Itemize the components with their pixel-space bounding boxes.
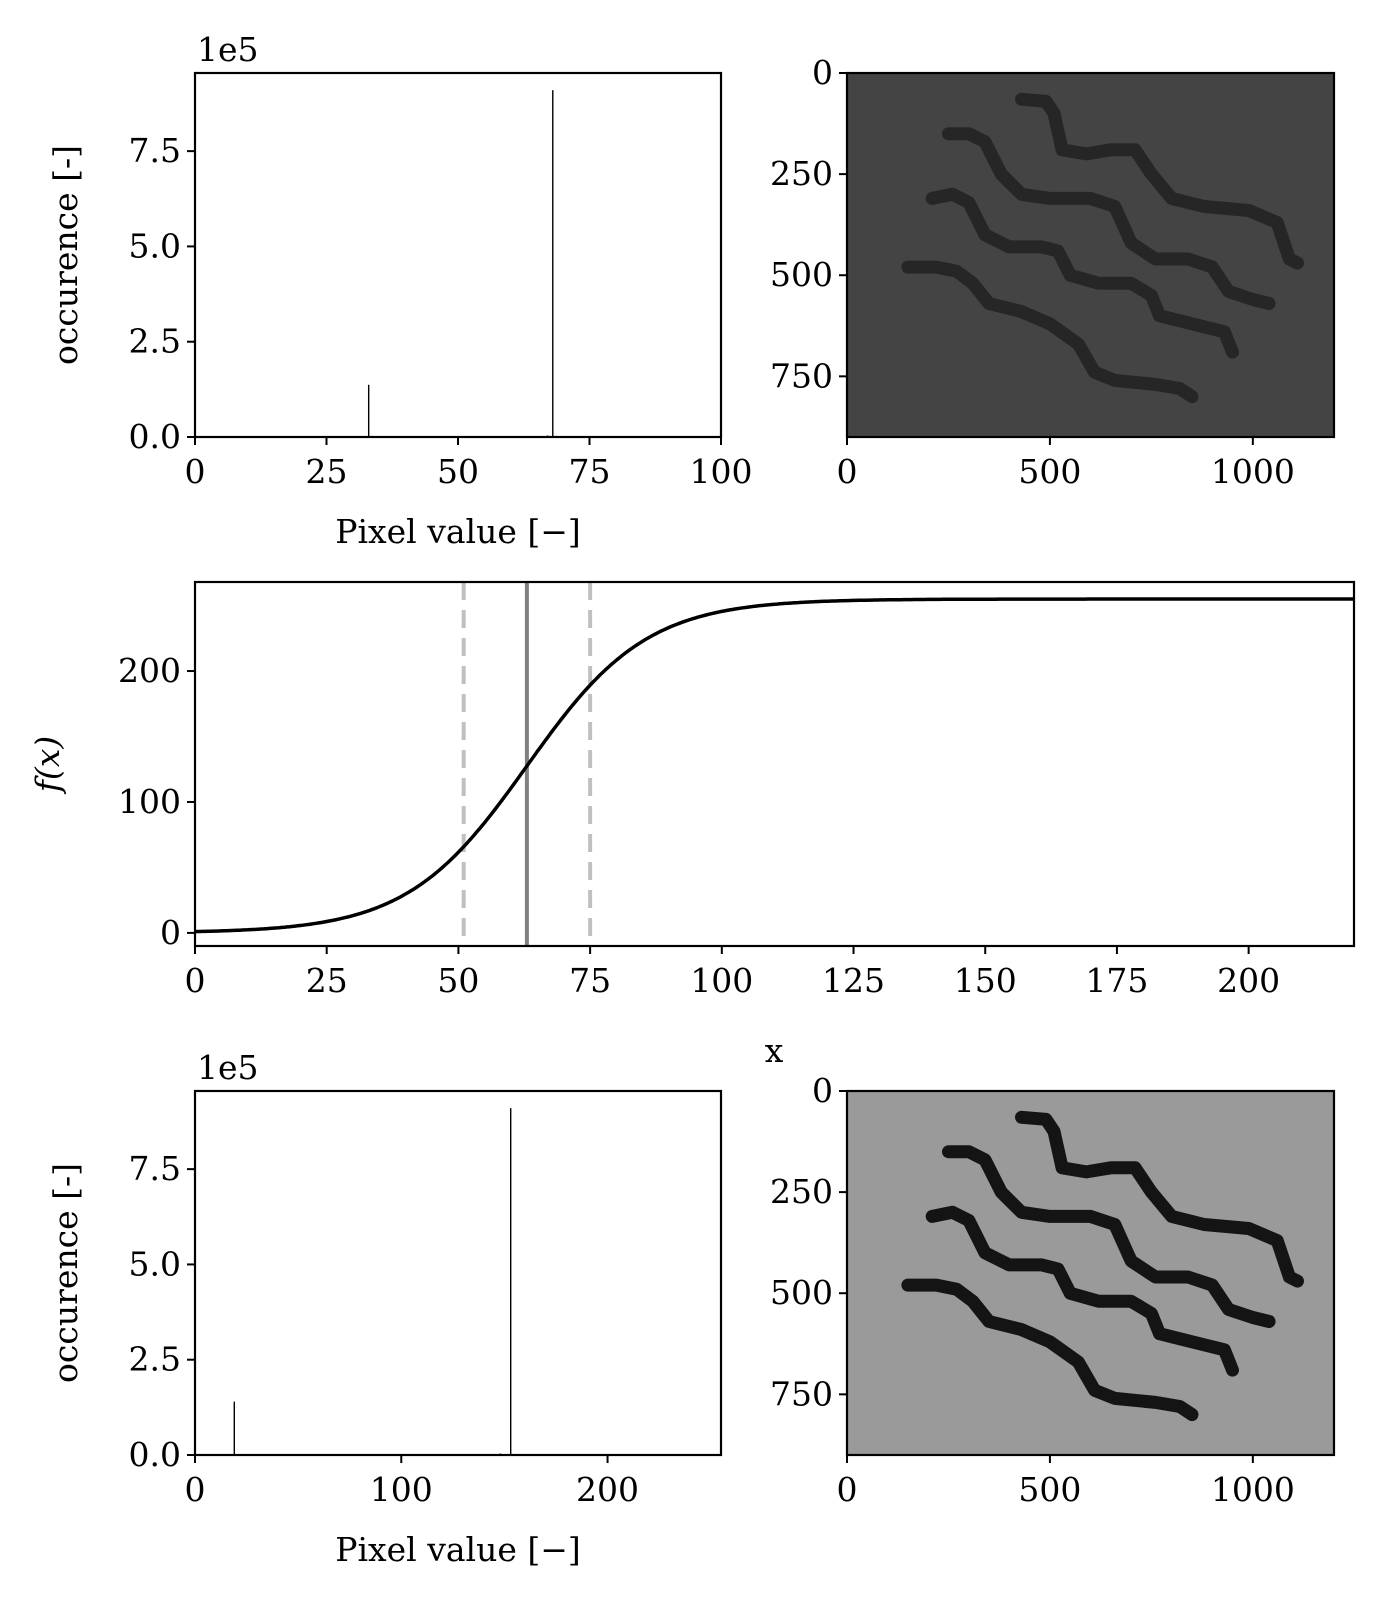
x-axis-label: Pixel value [−] [335, 512, 581, 551]
image-stroke [925, 1205, 1239, 1377]
y-tick-label: 0 [812, 1071, 833, 1110]
image-stroke [901, 1278, 1199, 1422]
x-tick-label: 0 [837, 1470, 858, 1509]
x-tick-label: 75 [569, 961, 611, 1000]
x-tick-label: 100 [690, 961, 753, 1000]
axes-frame [193, 1089, 723, 1457]
sigmoid-panel: 0 25 50 75 100 125 150 175 200 0 100 200 x f(x) [28, 580, 1356, 1070]
hist-bottom-panel: 0 100 200 0.0 2.5 5.0 7.5 1e5 Pixel value [−] occ… [46, 1048, 723, 1569]
x-tick-label: 1000 [1211, 1470, 1295, 1509]
y-tick-label: 250 [770, 1172, 833, 1211]
y-axis-label: occurence [-] [46, 145, 85, 365]
x-tick-label: 0 [185, 961, 206, 1000]
image-background [847, 73, 1334, 437]
x-tick-label: 0 [837, 452, 858, 491]
y-tick-label: 0 [160, 913, 181, 952]
image-stroke [925, 187, 1239, 359]
x-tick-label: 50 [437, 961, 479, 1000]
x-tick-label: 150 [954, 961, 1017, 1000]
x-tick-label: 25 [306, 961, 348, 1000]
x-tick-label: 75 [569, 452, 611, 491]
y-multiplier: 1e5 [197, 1048, 259, 1087]
x-axis-label: x [765, 1031, 784, 1070]
histogram-bar [233, 1401, 235, 1455]
y-tick-label: 100 [118, 782, 181, 821]
y-tick-label: 250 [770, 154, 833, 193]
x-tick-label: 100 [370, 1470, 433, 1509]
image-bottom-panel: 0 500 1000 0 250 500 750 [770, 1071, 1336, 1509]
y-axis-label: occurence [-] [46, 1163, 85, 1383]
x-tick-label: 500 [1018, 1470, 1081, 1509]
x-tick-label: 0 [185, 1470, 206, 1509]
histogram-bar [367, 384, 370, 437]
sigmoid-curve [194, 597, 1354, 934]
image-top-panel: 0 500 1000 0 250 500 750 [770, 53, 1336, 491]
x-axis-label: Pixel value [−] [335, 1530, 581, 1569]
histogram-bar [510, 1108, 512, 1455]
y-multiplier: 1e5 [197, 30, 259, 69]
image-stroke [942, 127, 1276, 310]
axes-frame [193, 580, 1356, 948]
y-tick-label: 0.0 [129, 417, 181, 456]
y-tick-label: 5.0 [129, 1244, 181, 1283]
image-background [847, 1091, 1334, 1455]
histogram-bar [552, 90, 554, 438]
axes-frame [193, 71, 723, 439]
y-tick-label: 0.0 [129, 1435, 181, 1474]
y-tick-label: 500 [770, 255, 833, 294]
y-tick-label: 7.5 [129, 1149, 181, 1188]
x-tick-label: 500 [1018, 452, 1081, 491]
y-tick-label: 7.5 [129, 131, 181, 170]
y-tick-label: 2.5 [129, 322, 181, 361]
axes-frame [845, 1089, 1336, 1457]
axes-frame [845, 71, 1336, 439]
y-tick-label: 750 [770, 356, 833, 395]
x-tick-label: 200 [1217, 961, 1280, 1000]
x-tick-label: 200 [576, 1470, 639, 1509]
y-tick-label: 500 [770, 1273, 833, 1312]
image-stroke [1015, 1110, 1304, 1288]
image-stroke [942, 1145, 1276, 1328]
x-tick-label: 0 [185, 452, 206, 491]
y-tick-label: 2.5 [129, 1340, 181, 1379]
x-tick-label: 25 [306, 452, 348, 491]
image-stroke [1015, 92, 1304, 270]
x-tick-label: 125 [822, 961, 885, 1000]
x-tick-label: 100 [690, 452, 753, 491]
y-tick-label: 750 [770, 1374, 833, 1413]
image-stroke [901, 260, 1199, 404]
y-tick-label: 5.0 [129, 226, 181, 265]
x-tick-label: 50 [437, 452, 479, 491]
y-axis-label: f(x) [28, 736, 67, 796]
y-tick-label: 0 [812, 53, 833, 92]
x-tick-label: 1000 [1211, 452, 1295, 491]
y-tick-label: 200 [118, 651, 181, 690]
x-tick-label: 175 [1085, 961, 1148, 1000]
hist-top-panel: 0 25 50 75 100 0.0 2.5 5.0 7.5 1e5 Pixel value [−]… [46, 30, 753, 551]
